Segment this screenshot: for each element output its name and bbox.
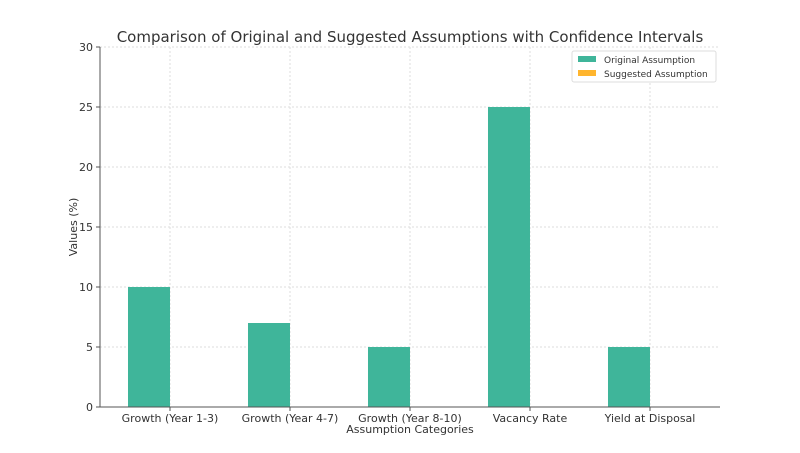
legend-swatch-suggested bbox=[578, 70, 596, 76]
bar-original bbox=[127, 287, 170, 407]
y-tick-label: 0 bbox=[86, 401, 93, 414]
axes: 0 5 10 15 20 25 30 Growth (Year 1-3) Growth (Yea… bbox=[79, 41, 720, 425]
legend-swatch-original bbox=[578, 56, 596, 62]
bar-original bbox=[247, 323, 290, 407]
y-tick-label: 25 bbox=[79, 101, 93, 114]
bar-original bbox=[487, 107, 530, 407]
y-tick-label: 15 bbox=[79, 221, 93, 234]
x-tick-label: Growth (Year 8-10) bbox=[358, 412, 462, 425]
x-tick-label: Vacancy Rate bbox=[493, 412, 568, 425]
y-tick-label: 10 bbox=[79, 281, 93, 294]
x-axis-label: Assumption Categories bbox=[346, 423, 474, 436]
y-tick-label: 5 bbox=[86, 341, 93, 354]
legend-label-original: Original Assumption bbox=[604, 56, 695, 66]
legend-label-suggested: Suggested Assumption bbox=[604, 70, 708, 80]
y-tick-label: 30 bbox=[79, 41, 93, 54]
bar-original bbox=[367, 347, 410, 407]
x-tick-label: Growth (Year 1-3) bbox=[122, 412, 219, 425]
y-axis-label: Values (%) bbox=[67, 198, 80, 256]
x-tick-label: Growth (Year 4-7) bbox=[242, 412, 339, 425]
y-tick-label: 20 bbox=[79, 161, 93, 174]
bars bbox=[127, 107, 650, 407]
x-tick-label: Yield at Disposal bbox=[604, 412, 696, 425]
legend: Original Assumption Suggested Assumption bbox=[571, 50, 717, 83]
grid bbox=[100, 46, 720, 407]
chart-title: Comparison of Original and Suggested Ass… bbox=[117, 28, 704, 46]
bar-original bbox=[607, 347, 650, 407]
